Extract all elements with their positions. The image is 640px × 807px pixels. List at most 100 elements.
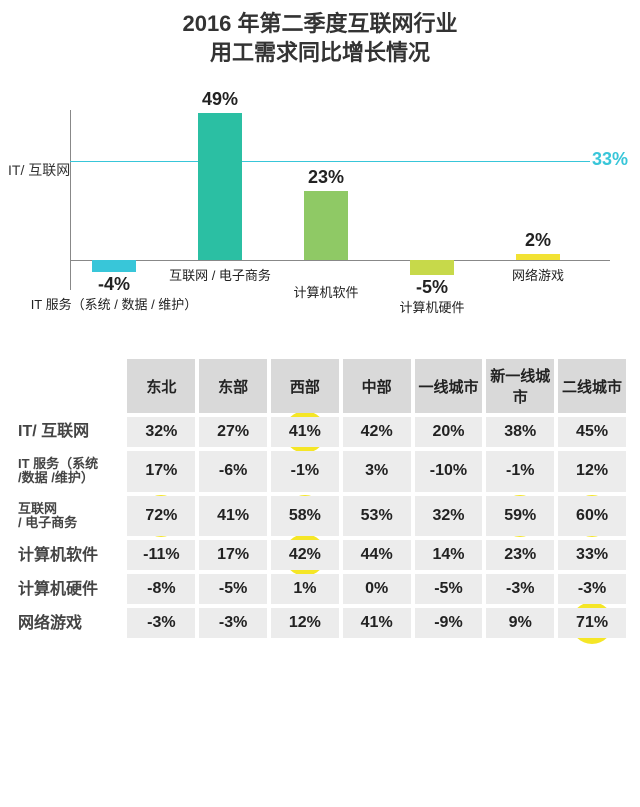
reference-label: 33% bbox=[592, 149, 628, 170]
bar-value-label: 2% bbox=[506, 230, 570, 251]
cell-value: -3% bbox=[578, 580, 606, 597]
cell-value: 41% bbox=[361, 614, 393, 631]
table-cell: 38% bbox=[486, 417, 554, 447]
cell-value: 71% bbox=[576, 614, 608, 631]
cell-value: 60% bbox=[576, 507, 608, 524]
cell-value: 12% bbox=[289, 614, 321, 631]
cell-value: -9% bbox=[434, 614, 462, 631]
table-cell: -8% bbox=[127, 574, 195, 604]
row-header: 网络游戏 bbox=[14, 608, 123, 638]
bar bbox=[410, 260, 454, 275]
reference-line bbox=[70, 161, 590, 162]
row-header: 计算机硬件 bbox=[14, 574, 123, 604]
cell-value: 59% bbox=[504, 507, 536, 524]
cell-value: 44% bbox=[361, 546, 393, 563]
category-label: IT 服务（系统 / 数据 / 维护） bbox=[29, 294, 199, 313]
bar bbox=[516, 254, 560, 260]
cell-value: 3% bbox=[365, 462, 388, 479]
table-cell: 0% bbox=[343, 574, 411, 604]
cell-value: -3% bbox=[219, 614, 247, 631]
cell-value: 1% bbox=[293, 580, 316, 597]
bar bbox=[92, 260, 136, 272]
table-cell: 12% bbox=[558, 451, 626, 492]
cell-value: 27% bbox=[217, 423, 249, 440]
title: 2016 年第二季度互联网行业 用工需求同比增长情况 bbox=[0, 10, 640, 67]
cell-value: 45% bbox=[576, 423, 608, 440]
row-header: 计算机软件 bbox=[14, 540, 123, 570]
table-row: IT/ 互联网32%27%41%42%20%38%45% bbox=[14, 417, 626, 447]
table-cell: 44% bbox=[343, 540, 411, 570]
table-cell: -6% bbox=[199, 451, 267, 492]
table-cell: 23% bbox=[486, 540, 554, 570]
table-cell: 27% bbox=[199, 417, 267, 447]
column-header: 一线城市 bbox=[415, 359, 483, 413]
table-row: 计算机硬件-8%-5%1%0%-5%-3%-3% bbox=[14, 574, 626, 604]
x-axis bbox=[70, 260, 610, 261]
table-cell: -3% bbox=[127, 608, 195, 638]
cell-value: 58% bbox=[289, 507, 321, 524]
table-cell: 12% bbox=[271, 608, 339, 638]
column-header: 二线城市 bbox=[558, 359, 626, 413]
cell-value: -6% bbox=[219, 462, 247, 479]
table-cell: 32% bbox=[127, 417, 195, 447]
cell-value: -5% bbox=[219, 580, 247, 597]
y-axis bbox=[70, 110, 71, 290]
cell-value: 17% bbox=[217, 546, 249, 563]
table-cell: -5% bbox=[199, 574, 267, 604]
column-header: 中部 bbox=[343, 359, 411, 413]
table-cell: -10% bbox=[415, 451, 483, 492]
table-body: IT/ 互联网32%27%41%42%20%38%45%IT 服务（系统/数据 … bbox=[14, 417, 626, 638]
table-cell: 60% bbox=[558, 496, 626, 537]
table-cell: 9% bbox=[486, 608, 554, 638]
bar bbox=[198, 113, 242, 260]
column-header: 东北 bbox=[127, 359, 195, 413]
table-cell: 71% bbox=[558, 608, 626, 638]
table-cell: -5% bbox=[415, 574, 483, 604]
cell-value: -1% bbox=[291, 462, 319, 479]
table-cell: -1% bbox=[271, 451, 339, 492]
cell-value: 0% bbox=[365, 580, 388, 597]
title-line1: 2016 年第二季度互联网行业 bbox=[182, 11, 457, 36]
cell-value: 53% bbox=[361, 507, 393, 524]
table-cell: 42% bbox=[343, 417, 411, 447]
cell-value: -1% bbox=[506, 462, 534, 479]
table-row: 互联网/ 电子商务 72% 41% 58% 53% 32% 59% 60% bbox=[14, 496, 626, 537]
bar-value-label: 23% bbox=[294, 167, 358, 188]
cell-value: -3% bbox=[147, 614, 175, 631]
cell-value: 9% bbox=[509, 614, 532, 631]
table-cell: -11% bbox=[127, 540, 195, 570]
table-cell: 42% bbox=[271, 540, 339, 570]
table-cell: 20% bbox=[415, 417, 483, 447]
row-header: 互联网/ 电子商务 bbox=[14, 496, 123, 537]
table-corner bbox=[14, 359, 123, 413]
cell-value: 72% bbox=[145, 507, 177, 524]
table-header-row: 东北东部西部中部一线城市新一线城市二线城市 bbox=[14, 359, 626, 413]
table-cell: 41% bbox=[199, 496, 267, 537]
cell-value: 42% bbox=[361, 423, 393, 440]
table-cell: 72% bbox=[127, 496, 195, 537]
data-table: 东北东部西部中部一线城市新一线城市二线城市 IT/ 互联网32%27%41%42… bbox=[10, 355, 630, 642]
table-cell: 58% bbox=[271, 496, 339, 537]
bar-chart: IT/ 互联网 33%-4%IT 服务（系统 / 数据 / 维护）49%互联网 … bbox=[0, 75, 640, 335]
title-line2: 用工需求同比增长情况 bbox=[210, 40, 430, 65]
cell-value: 33% bbox=[576, 546, 608, 563]
table-cell: -1% bbox=[486, 451, 554, 492]
cell-value: 14% bbox=[432, 546, 464, 563]
cell-value: -11% bbox=[143, 546, 179, 563]
cell-value: 23% bbox=[504, 546, 536, 563]
bar bbox=[304, 191, 348, 260]
cell-value: -10% bbox=[430, 462, 467, 479]
cell-value: 32% bbox=[432, 507, 464, 524]
infographic-container: 2016 年第二季度互联网行业 用工需求同比增长情况 IT/ 互联网 33%-4… bbox=[0, 0, 640, 642]
cell-value: 32% bbox=[145, 423, 177, 440]
cell-value: -5% bbox=[434, 580, 462, 597]
table-cell: -3% bbox=[558, 574, 626, 604]
column-header: 西部 bbox=[271, 359, 339, 413]
table-row: 计算机软件 -11% 17% 42% 44% 14% 23% 33% bbox=[14, 540, 626, 570]
table-cell: -9% bbox=[415, 608, 483, 638]
table-row: 网络游戏 -3% -3% 12% 41% -9% 9% 71% bbox=[14, 608, 626, 638]
cell-value: 20% bbox=[432, 423, 464, 440]
table-cell: 14% bbox=[415, 540, 483, 570]
table-cell: 3% bbox=[343, 451, 411, 492]
table-cell: 41% bbox=[271, 417, 339, 447]
